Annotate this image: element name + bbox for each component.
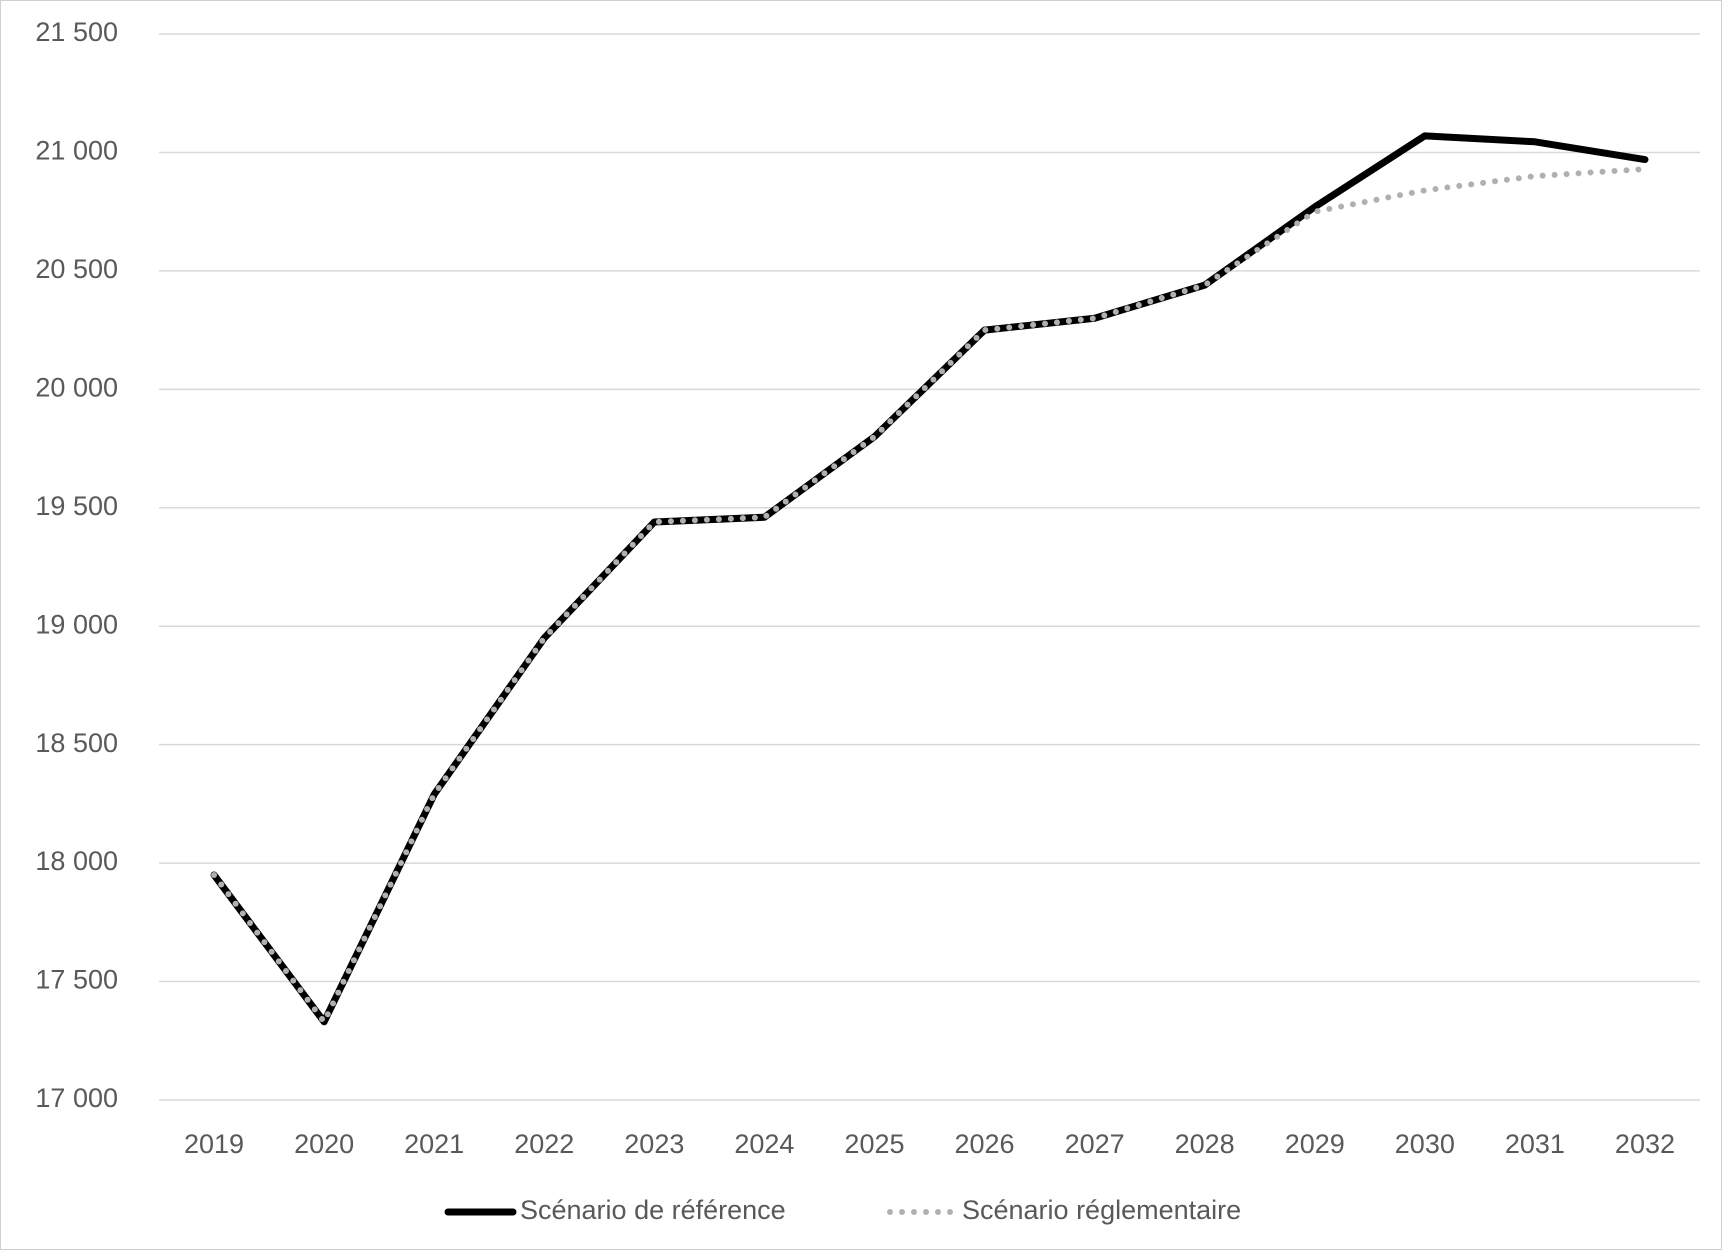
x-tick-label: 2032 [1615, 1129, 1675, 1159]
series-line [211, 166, 1648, 1025]
legend-label: Scénario réglementaire [962, 1195, 1241, 1225]
x-tick-label: 2022 [514, 1129, 574, 1159]
legend-label: Scénario de référence [520, 1195, 786, 1225]
x-tick-label: 2021 [404, 1129, 464, 1159]
x-tick-label: 2030 [1395, 1129, 1455, 1159]
x-tick-label: 2031 [1505, 1129, 1565, 1159]
y-tick-label: 19 500 [35, 491, 118, 521]
x-tick-label: 2026 [954, 1129, 1014, 1159]
x-tick-label: 2024 [734, 1129, 794, 1159]
y-tick-label: 21 000 [35, 136, 118, 166]
x-tick-label: 2028 [1175, 1129, 1235, 1159]
x-tick-label: 2020 [294, 1129, 354, 1159]
y-tick-label: 21 500 [35, 17, 118, 47]
x-tick-label: 2027 [1065, 1129, 1125, 1159]
x-tick-label: 2019 [184, 1129, 244, 1159]
y-tick-label: 19 000 [35, 609, 118, 639]
y-tick-label: 17 500 [35, 965, 118, 995]
y-tick-label: 20 500 [35, 254, 118, 284]
y-tick-label: 20 000 [35, 372, 118, 402]
x-tick-label: 2023 [624, 1129, 684, 1159]
y-tick-label: 18 000 [35, 846, 118, 876]
y-tick-label: 17 000 [35, 1083, 118, 1113]
y-tick-label: 18 500 [35, 728, 118, 758]
x-tick-label: 2025 [844, 1129, 904, 1159]
x-tick-label: 2029 [1285, 1129, 1345, 1159]
